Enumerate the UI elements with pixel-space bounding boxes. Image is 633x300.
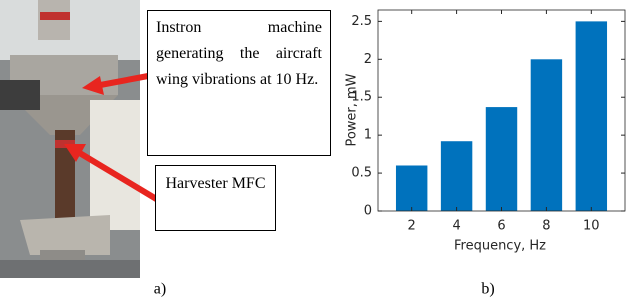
y-tick-label: 1.5: [351, 90, 372, 105]
y-axis-label: Power, mW: [345, 73, 360, 146]
x-tick-label: 2: [408, 219, 416, 234]
x-tick-label: 10: [583, 219, 600, 234]
page: a) b) Power, mW Frequency, Hz 0 0.5 1 1.5 2 2…: [0, 0, 633, 300]
y-tick-label: 0.5: [351, 166, 372, 181]
y-tick-label: 2.5: [351, 14, 372, 29]
bar: [576, 21, 607, 211]
y-tick-label: 0: [364, 204, 372, 219]
x-axis-label: Frequency, Hz: [454, 239, 546, 254]
callout: Instron machine generating the aircraft …: [147, 10, 331, 156]
photo: [0, 0, 140, 278]
bar: [531, 59, 562, 211]
panel-label: b): [481, 281, 494, 298]
x-tick-label: 6: [497, 219, 505, 234]
bar: [441, 141, 472, 211]
y-tick-label: 1: [364, 128, 372, 143]
x-tick-label: 4: [452, 219, 460, 234]
callout: Harvester MFC: [155, 165, 276, 231]
bar: [396, 165, 427, 211]
panel-label: a): [154, 281, 166, 298]
x-tick-label: 8: [542, 219, 550, 234]
bar: [486, 107, 517, 211]
y-tick-label: 2: [364, 52, 372, 67]
